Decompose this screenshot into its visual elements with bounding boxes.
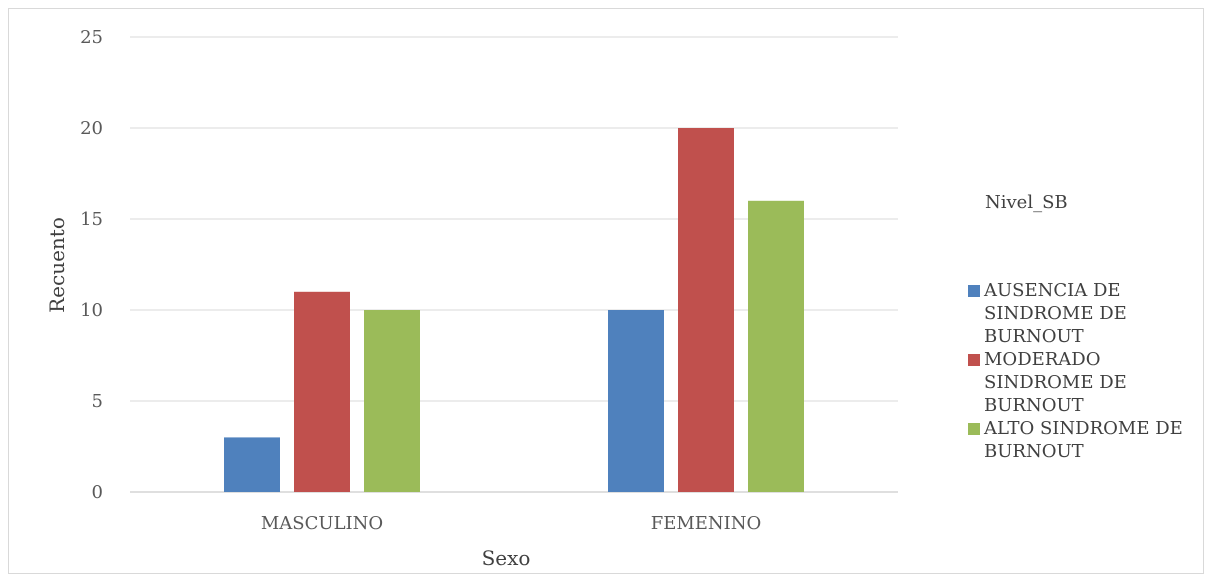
- chart-frame: [8, 8, 1204, 574]
- bars: [224, 128, 804, 493]
- y-tick-label: 20: [80, 118, 103, 139]
- y-tick-label: 15: [80, 209, 103, 230]
- legend-label: SINDROME DE: [984, 372, 1127, 393]
- legend-label: MODERADO: [984, 349, 1101, 370]
- x-tick-label: MASCULINO: [261, 513, 383, 534]
- legend-swatch: [968, 354, 980, 366]
- y-tick-label: 25: [80, 27, 103, 48]
- legend-label: BURNOUT: [984, 441, 1084, 462]
- x-tick-label: FEMENINO: [651, 513, 762, 534]
- x-axis-ticks: MASCULINO FEMENINO: [261, 513, 761, 534]
- legend-label: SINDROME DE: [984, 303, 1127, 324]
- bar: [224, 437, 280, 492]
- legend-label: BURNOUT: [984, 395, 1084, 416]
- y-tick-label: 5: [92, 391, 103, 412]
- legend-label: BURNOUT: [984, 326, 1084, 347]
- legend-title: Nivel_SB: [985, 192, 1068, 213]
- legend-swatch: [968, 285, 980, 297]
- y-axis-ticks: 0 5 10 15 20 25: [80, 27, 103, 503]
- bar: [678, 128, 734, 492]
- legend-swatch: [968, 423, 980, 435]
- bar: [608, 310, 664, 492]
- legend-label: ALTO SINDROME DE: [983, 418, 1183, 439]
- y-tick-label: 0: [92, 482, 103, 503]
- y-tick-label: 10: [80, 300, 103, 321]
- legend-label: AUSENCIA DE: [983, 280, 1121, 301]
- bar: [294, 291, 350, 492]
- bar: [364, 310, 420, 492]
- bar: [748, 200, 804, 493]
- x-axis-title: Sexo: [482, 546, 531, 570]
- y-axis-title: Recuento: [45, 217, 69, 313]
